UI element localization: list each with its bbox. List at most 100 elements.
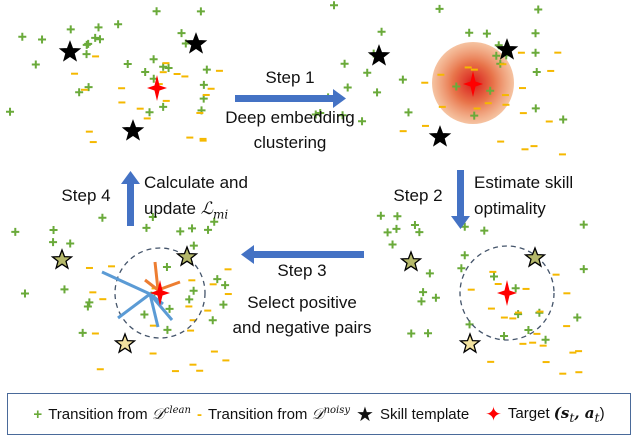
clean-transition-plus (123, 60, 132, 69)
step3-arrow (241, 245, 364, 264)
target-icon (497, 280, 517, 306)
skill-template-star-icon (428, 125, 452, 147)
clean-transition-plus (531, 29, 540, 38)
clean-transition-plus (165, 304, 174, 313)
clean-transition-plus (392, 224, 401, 233)
clean-transition-plus (31, 60, 40, 69)
clean-transition-plus (388, 240, 397, 249)
clean-transition-plus (199, 80, 208, 89)
clean-transition-plus (163, 325, 172, 334)
clean-transition-plus (393, 212, 402, 221)
clean-transition-plus (417, 297, 426, 306)
clean-transition-plus (330, 1, 339, 10)
negative-pair-line (101, 270, 151, 296)
clean-transition-plus (579, 220, 588, 229)
clean-transition-plus (75, 88, 84, 97)
clean-transition-plus (398, 75, 407, 84)
skill-template-star-icon (495, 38, 519, 60)
legend-target: Target (st, at) (507, 403, 605, 425)
clean-transition-plus (431, 293, 440, 302)
neighborhood-circle (114, 247, 206, 339)
clean-transition-plus (6, 107, 15, 116)
clean-transition-plus (535, 308, 544, 317)
skill-template-star-icon (50, 248, 74, 270)
skill-template-star-icon (523, 246, 547, 268)
neighborhood-circle (459, 245, 555, 341)
clean-transition-plus (358, 117, 367, 126)
skill-template-star-icon (184, 32, 208, 54)
clean-transition-plus (490, 272, 499, 281)
clean-transition-plus (149, 55, 158, 64)
step1-text-1: Deep embedding (225, 108, 355, 127)
clean-transition-plus (140, 310, 149, 319)
clean-transition-plus (84, 39, 93, 48)
clean-transition-plus (480, 226, 489, 235)
skill-template-star-icon (458, 332, 482, 354)
clean-transition-plus (219, 300, 228, 309)
clean-transition-plus (532, 68, 541, 77)
clean-transition-plus (531, 104, 540, 113)
clean-transition-plus (377, 27, 386, 36)
clean-transition-plus (185, 295, 194, 304)
clean-transition-plus (94, 23, 103, 32)
clean-transition-plus (343, 83, 352, 92)
clean-transition-plus (176, 227, 185, 236)
clean-transition-plus (18, 32, 27, 41)
clean-transition-plus (98, 213, 107, 222)
clean-transition-plus (534, 5, 543, 14)
step4-label: Step 4 (61, 186, 111, 205)
clean-transition-plus (340, 59, 349, 68)
clean-transition-plus (199, 94, 208, 103)
clean-transition-plus (376, 211, 385, 220)
clean-transition-plus (83, 302, 92, 311)
clean-transition-plus (159, 102, 168, 111)
step4-text-2: update ℒmi (144, 199, 229, 222)
clean-transition-plus (559, 115, 568, 124)
step3-text-2: and negative pairs (232, 318, 372, 337)
legend-clean: Transition from 𝒟clean (48, 405, 191, 423)
clean-transition-plus (514, 310, 523, 319)
star-icon: ★ (356, 403, 374, 426)
clean-transition-plus (316, 109, 325, 118)
clean-transition-plus (202, 65, 211, 74)
skill-template-star-icon (399, 250, 423, 272)
clean-transition-plus (91, 33, 100, 42)
clean-transition-plus (465, 28, 474, 37)
clean-transition-plus (66, 25, 75, 34)
skill-template-star-icon (58, 40, 82, 62)
clean-transition-plus (311, 110, 320, 119)
clean-transition-plus (470, 111, 479, 120)
clean-transition-plus (49, 238, 58, 247)
step1-arrow (235, 89, 346, 108)
minus-icon: - (196, 405, 202, 423)
clean-transition-plus (524, 325, 533, 334)
clean-transition-plus (196, 7, 205, 16)
clean-transition-plus (152, 7, 161, 16)
clean-transition-plus (579, 265, 588, 274)
clean-transition-plus (20, 289, 29, 298)
step2-label: Step 2 (393, 186, 443, 205)
clean-transition-plus (460, 251, 469, 260)
positive-pair-line (153, 261, 160, 291)
clean-transition-plus (38, 35, 47, 44)
clean-transition-plus (114, 20, 123, 29)
clean-transition-plus (419, 288, 428, 297)
clean-transition-plus (363, 68, 372, 77)
clean-transition-plus (177, 29, 186, 38)
clean-transition-plus (11, 227, 20, 236)
clean-transition-plus (424, 329, 433, 338)
clean-transition-plus (486, 86, 495, 95)
clean-transition-plus (435, 4, 444, 13)
clean-transition-plus (189, 241, 198, 250)
step2-text-2: optimality (474, 199, 546, 218)
clean-transition-plus (82, 50, 91, 59)
negative-pair-line (148, 293, 160, 328)
step2-text-1: Estimate skill (474, 173, 574, 192)
clean-transition-plus (141, 67, 150, 76)
skill-template-star-icon (121, 119, 145, 141)
step3-text-1: Select positive (247, 293, 357, 312)
skill-template-star-icon (175, 245, 199, 267)
legend-skill: Skill template (379, 405, 470, 423)
clean-transition-plus (145, 108, 154, 117)
